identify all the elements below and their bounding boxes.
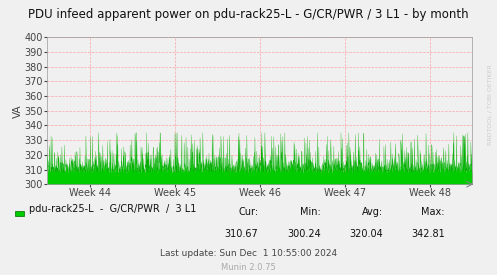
Text: Max:: Max: (421, 207, 445, 217)
Y-axis label: VA: VA (13, 104, 23, 117)
Text: 320.04: 320.04 (349, 229, 383, 239)
Text: 342.81: 342.81 (411, 229, 445, 239)
Text: 310.67: 310.67 (225, 229, 258, 239)
Text: RRDTOOL / TOBI OETIKER: RRDTOOL / TOBI OETIKER (487, 64, 492, 145)
Text: Munin 2.0.75: Munin 2.0.75 (221, 263, 276, 272)
Text: Avg:: Avg: (361, 207, 383, 217)
Text: PDU infeed apparent power on pdu-rack25-L - G/CR/PWR / 3 L1 - by month: PDU infeed apparent power on pdu-rack25-… (28, 8, 469, 21)
Text: Last update: Sun Dec  1 10:55:00 2024: Last update: Sun Dec 1 10:55:00 2024 (160, 249, 337, 258)
Text: pdu-rack25-L  -  G/CR/PWR  /  3 L1: pdu-rack25-L - G/CR/PWR / 3 L1 (29, 205, 196, 214)
Text: Min:: Min: (300, 207, 321, 217)
Text: Cur:: Cur: (239, 207, 258, 217)
Text: 300.24: 300.24 (287, 229, 321, 239)
